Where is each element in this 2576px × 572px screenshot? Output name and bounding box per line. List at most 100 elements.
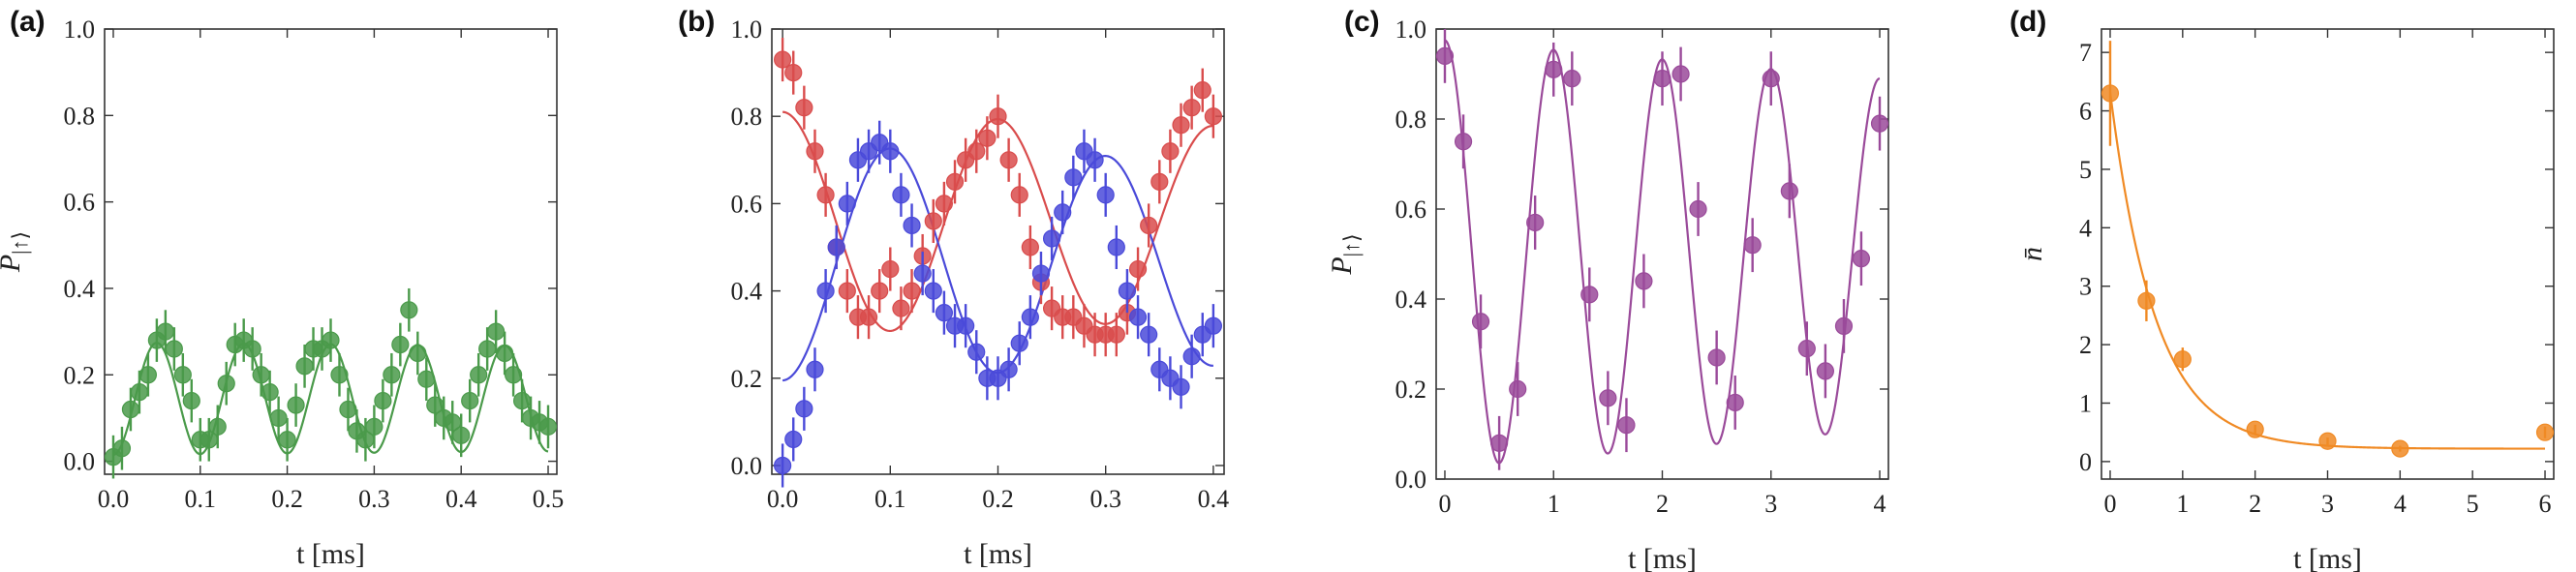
data-point-green: [417, 370, 436, 388]
data-point-red: [1107, 325, 1125, 344]
data-point-purple: [1617, 416, 1636, 435]
x-axis-label: t [ms]: [2293, 543, 2362, 572]
data-point-red: [774, 50, 792, 69]
data-point-blue: [838, 195, 856, 213]
data-point-purple: [1726, 393, 1744, 412]
data-point-green: [512, 391, 532, 410]
data-point-red: [903, 282, 921, 300]
y-tick-label: 0.8: [731, 103, 763, 131]
data-point-red: [1204, 107, 1222, 126]
x-tick-label: 3: [1764, 490, 1777, 518]
data-point-green: [330, 366, 349, 384]
data-point-red: [816, 186, 835, 204]
x-tick-label: 0.4: [445, 485, 477, 513]
x-tick-label: 4: [2394, 490, 2407, 518]
data-point-blue: [806, 360, 824, 378]
data-point-blue: [784, 430, 803, 449]
y-tick-label: 1.0: [64, 15, 96, 44]
data-point-blue: [881, 142, 900, 161]
y-tick-label: 4: [2079, 214, 2092, 242]
data-point-purple: [1435, 46, 1455, 66]
data-point-blue: [1021, 308, 1039, 326]
data-point-orange: [2101, 84, 2120, 103]
y-tick-label: 0.6: [731, 190, 763, 218]
y-tick-label: 0.4: [1395, 286, 1427, 314]
data-point-purple: [1471, 313, 1490, 331]
data-point-red: [967, 142, 986, 161]
data-point-green: [339, 400, 357, 419]
data-point-green: [173, 366, 192, 384]
x-tick-label: 0.4: [1198, 485, 1230, 513]
data-point-red: [999, 151, 1018, 169]
data-point-blue: [957, 316, 975, 335]
data-point-blue: [1204, 316, 1222, 335]
data-point-green: [538, 417, 558, 436]
x-axis-label: t [ms]: [964, 538, 1032, 570]
data-point-orange: [2318, 432, 2337, 450]
fit-curve-orange: [2108, 92, 2546, 450]
data-point-red: [945, 172, 965, 191]
data-point-blue: [892, 186, 910, 204]
y-tick-label: 0.8: [1395, 105, 1427, 134]
x-tick-label: 1: [2176, 490, 2189, 518]
data-point-orange: [2173, 350, 2192, 369]
data-point-blue: [1140, 325, 1158, 344]
data-point-red: [784, 63, 803, 82]
data-point-purple: [1689, 199, 1707, 219]
x-tick-label: 0.3: [1089, 485, 1121, 513]
data-point-orange: [2535, 423, 2555, 441]
y-tick-label: 0.0: [1395, 466, 1427, 494]
y-axis-label-subscript: |↑⟩: [1339, 233, 1364, 256]
data-point-red: [871, 282, 889, 300]
data-point-green: [252, 366, 270, 384]
x-tick-label: 2: [2249, 490, 2261, 518]
x-tick-label: 0.0: [767, 485, 799, 513]
data-point-red: [881, 259, 900, 279]
data-point-blue: [935, 304, 954, 322]
y-tick-label: 0.6: [1395, 196, 1427, 224]
data-point-green: [165, 340, 183, 358]
data-point-red: [795, 99, 813, 117]
data-point-blue: [924, 282, 942, 300]
x-tick-label: 4: [1874, 490, 1886, 518]
data-point-purple: [1816, 362, 1834, 380]
y-tick-label: 0: [2079, 448, 2092, 476]
data-point-red: [1150, 172, 1169, 191]
x-tick-label: 0.0: [98, 485, 130, 513]
panel-label: (c): [1344, 6, 1380, 38]
data-point-purple: [1563, 70, 1581, 88]
x-tick-label: 0: [2103, 490, 2116, 518]
data-point-purple: [1509, 379, 1527, 399]
x-axis-label: t [ms]: [1628, 543, 1697, 572]
data-point-purple: [1870, 114, 1889, 133]
data-point-green: [452, 426, 471, 444]
y-tick-label: 1.0: [1395, 15, 1427, 44]
panel-label: (a): [10, 6, 46, 38]
data-point-blue: [1182, 347, 1201, 366]
x-tick-label: 0.1: [874, 485, 906, 513]
x-axis-label: t [ms]: [296, 538, 365, 570]
y-tick-label: 0.0: [731, 452, 763, 480]
data-point-blue: [1107, 238, 1125, 256]
y-tick-label: 0.4: [64, 275, 96, 303]
data-point-purple: [1671, 65, 1690, 83]
data-point-blue: [795, 400, 813, 418]
y-axis-label: P|↑⟩: [1326, 233, 1364, 275]
data-point-orange: [2391, 439, 2409, 458]
data-point-blue: [1128, 308, 1148, 326]
data-point-blue: [1096, 186, 1115, 204]
data-point-green: [365, 417, 383, 436]
data-point-green: [261, 383, 279, 402]
data-point-green: [269, 408, 288, 428]
data-point-red: [1128, 259, 1148, 279]
data-point-red: [892, 299, 910, 317]
data-point-purple: [1834, 316, 1854, 335]
y-tick-label: 0.2: [1395, 376, 1427, 404]
data-point-blue: [1086, 151, 1104, 169]
x-tick-label: 3: [2321, 490, 2334, 518]
data-point-red: [859, 308, 878, 326]
data-point-red: [838, 282, 856, 300]
data-point-blue: [1031, 264, 1051, 283]
data-point-purple: [1490, 434, 1509, 452]
x-tick-label: 6: [2539, 490, 2552, 518]
